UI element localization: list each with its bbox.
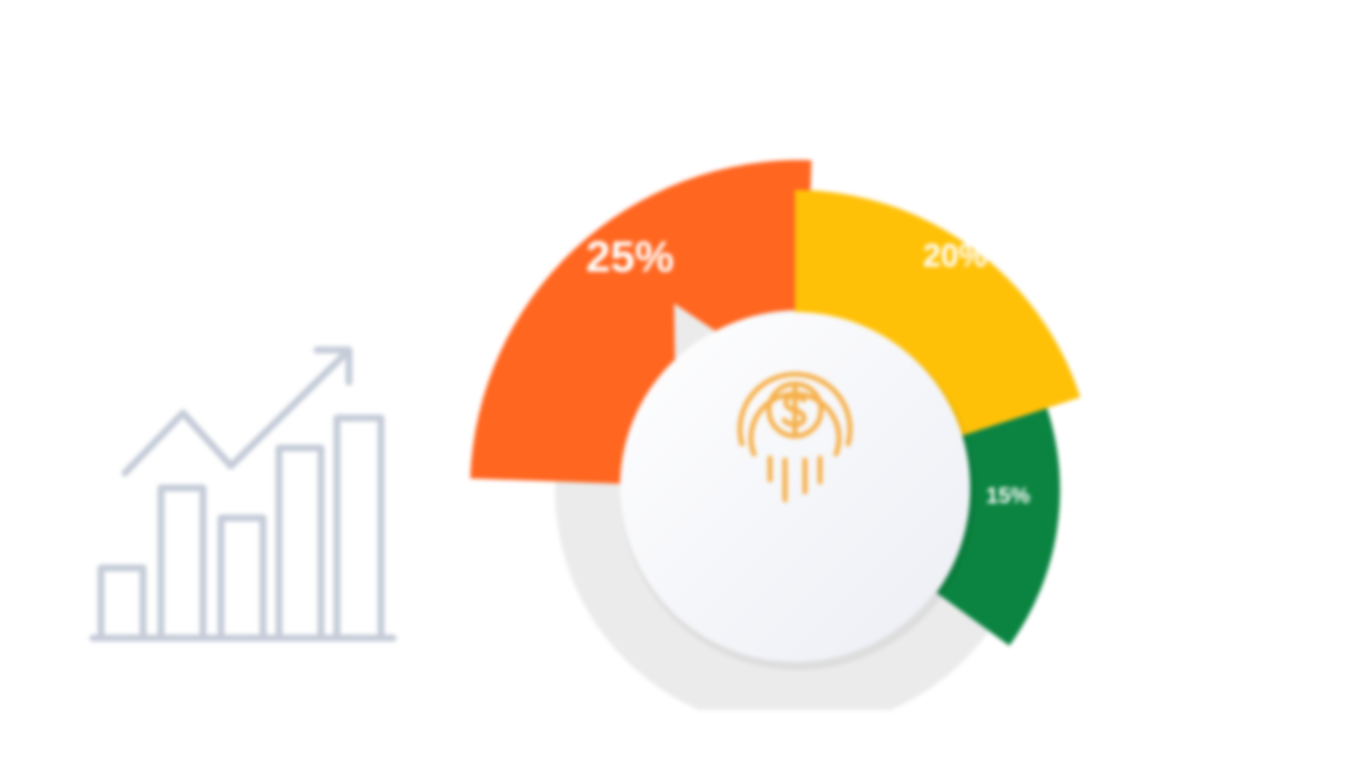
icon-bar-3 <box>217 514 267 642</box>
icon-bar-1 <box>97 564 147 642</box>
slice-label-3: 15% <box>986 483 1030 508</box>
donut-chart: 25% 20% 15% <box>470 159 1081 710</box>
slice-label-2: 20% <box>923 237 987 273</box>
trend-arrow-line <box>121 348 351 477</box>
donut-slice-1 <box>470 159 812 484</box>
donut-slices <box>470 159 1081 646</box>
slice-label-1: 25% <box>586 233 674 282</box>
slice-labels: 25% 20% 15% <box>586 233 1030 508</box>
bar-chart-trend-up-icon <box>89 346 397 642</box>
dollar-coin-icon <box>737 371 853 503</box>
icon-bar-5 <box>333 414 385 642</box>
trend-arrow-head <box>313 346 353 386</box>
icon-bar-2 <box>157 484 207 642</box>
donut-center <box>620 312 970 662</box>
icon-bar-4 <box>275 444 325 642</box>
donut-slice-2 <box>795 190 1081 436</box>
donut-slice-3 <box>936 408 1060 646</box>
